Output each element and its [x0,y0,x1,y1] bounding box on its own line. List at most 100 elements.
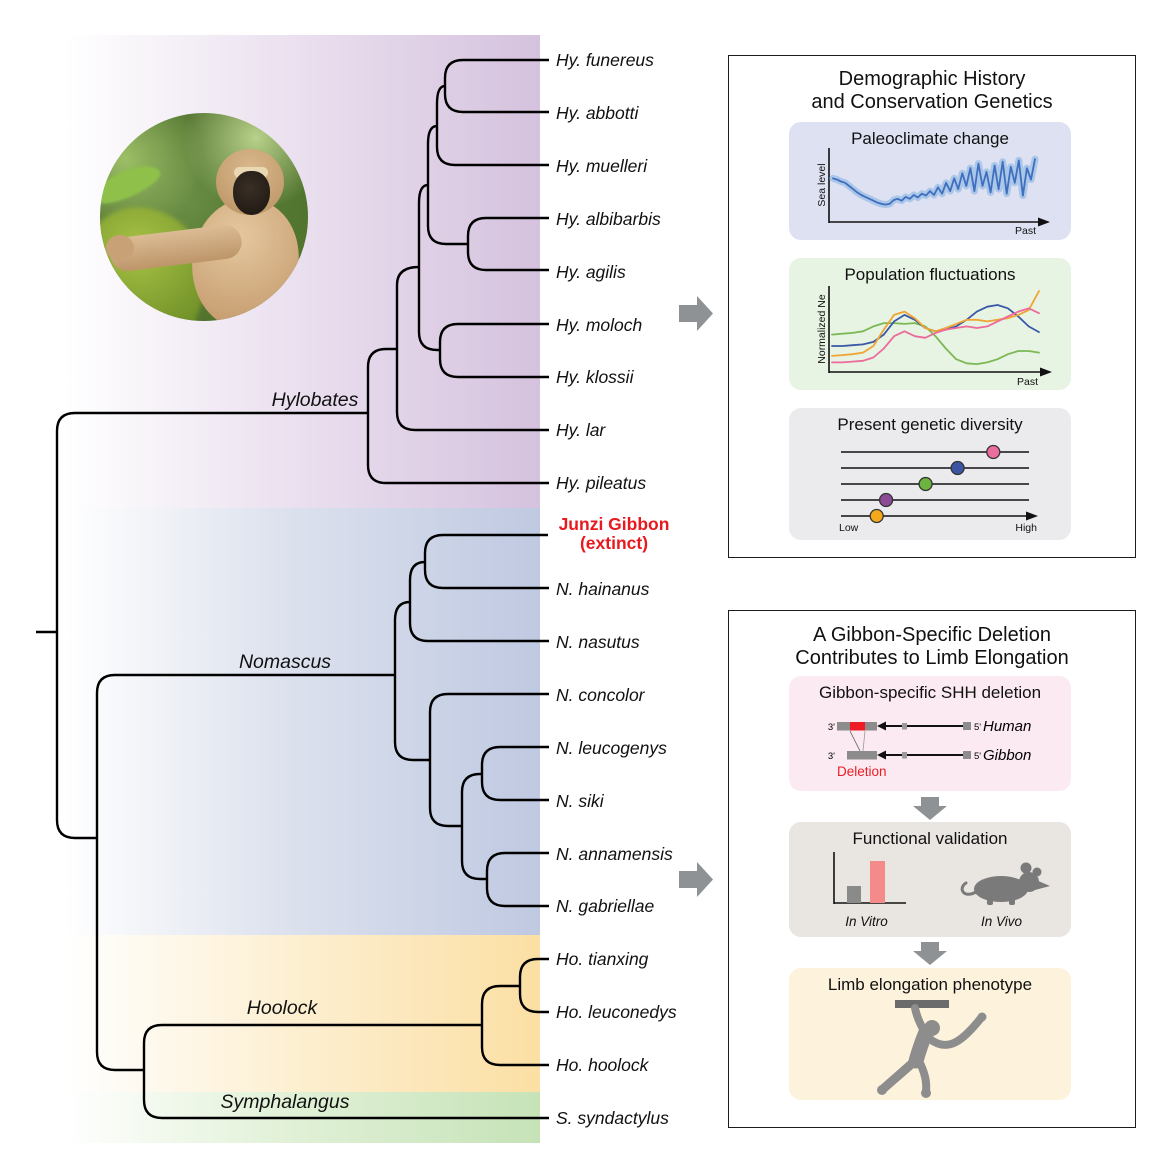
control-bar [847,886,861,903]
arrow-to-demographic-panel [679,296,713,331]
gibbon-photo [100,113,308,321]
high-label: High [1015,522,1037,534]
hanging-bar [895,1000,949,1008]
invitro-label: In Vitro [845,914,888,929]
x-axis-label: Past [1015,225,1036,237]
species-tip-label: N. hainanus [556,579,650,599]
gibbon-silhouette [877,1004,987,1098]
functional-validation-panel: Functional validation In [789,822,1071,937]
genus-label-nomascus: Nomascus [238,651,332,673]
species-tip-label: Hy. agilis [556,261,626,282]
diversity-lines [841,451,1029,517]
x-axis-arrowhead [1038,217,1050,227]
human-5prime-box [963,722,971,730]
gibbon-gene-bar [847,751,877,760]
ne-series [831,290,1040,365]
species-tip-label: Junzi Gibbon (extinct) [550,515,678,553]
species-tip-label: N. nasutus [556,631,640,652]
diversity-chart: Low High [839,444,1038,534]
paleoclimate-panel: Paleoclimate change Sea level Past [789,122,1071,240]
paleoclimate-title: Paleoclimate change [851,129,1009,148]
diversity-dot-undefined [918,476,933,492]
gibbon-face [233,171,270,215]
species-tip-label: Hy. muelleri [556,155,648,176]
species-tip-label: Hy. funereus [556,50,654,70]
species-tip-label: N. concolor [556,684,645,705]
species-tip-label: Hy. pileatus [556,473,647,494]
gibbon-arrowhead [877,750,886,760]
diversity-dots [869,444,1001,524]
paleoclimate-chart: Sea level Past [816,148,1050,237]
diversity-axis-arrowhead [1026,511,1038,521]
limb-title: Limb elongation phenotype [827,975,1033,994]
human-3prime-label: 3' [828,722,835,733]
invivo-label: In Vivo [980,914,1023,929]
species-tip-label: S. syndactylus [556,1108,669,1128]
shh-title: Gibbon-specific SHH deletion [818,683,1042,702]
gibbon-3prime-label: 3' [828,751,835,762]
y-axis-label: Normalized Ne [816,294,828,364]
diversity-panel: Present genetic diversity Low High [789,408,1071,540]
species-tip-label: Hy. klossii [556,367,634,388]
mouse-silhouette [960,862,1050,905]
population-panel: Population fluctuations Normalized Ne Pa… [789,258,1071,390]
deletion-label: Deletion [837,764,887,779]
diversity-dot-undefined [986,444,1001,460]
species-tip-label: Ho. tianxing [556,949,649,970]
species-tip-label: Hy. lar [556,420,606,441]
population-title: Population fluctuations [844,265,1016,284]
genus-label-hylobates: Hylobates [271,389,359,411]
population-chart: Normalized Ne Past [816,286,1052,388]
deletion-connector-right [862,730,866,752]
gibbon-5prime-box [963,751,971,759]
gibbon-5prime-label: 5' [974,751,981,762]
invitro-barchart [833,852,906,904]
human-deleted-region [850,722,865,731]
deletion-connector-left [849,730,861,752]
diversity-title: Present genetic diversity [837,415,1023,434]
diversity-dot-undefined [869,508,884,524]
human-species-label: Human [983,718,1031,735]
demographic-title-line1: Demographic History [838,68,1026,90]
human-element-tick [902,723,907,730]
nomascus-band [65,508,540,935]
species-tip-label: Hy. abbotti [556,102,639,123]
species-tip-sublabel: (extinct) [579,533,649,554]
low-label: Low [839,522,859,534]
deletion-box: A Gibbon-Specific Deletion Contributes t… [728,610,1136,1128]
deletion-title-line1: A Gibbon-Specific Deletion [813,624,1051,646]
species-tip-label: N. gabriellae [556,896,655,917]
gibbon-species-label: Gibbon [983,747,1031,764]
y-axis-label: Sea level [816,163,828,206]
diversity-dot-undefined [878,492,894,508]
x-axis-arrowhead [1040,367,1052,377]
human-5prime-label: 5' [974,722,981,733]
deletion-title-line2: Contributes to Limb Elongation [795,647,1069,669]
species-tip-label: Hy. albibarbis [556,208,661,229]
gibbon-element-tick [902,752,907,759]
limb-phenotype-panel: Limb elongation phenotype [789,968,1071,1100]
shh-deletion-panel: Gibbon-specific SHH deletion 3' 5' Human… [789,676,1071,791]
genus-label-symphalangus: Symphalangus [220,1091,350,1113]
mouse-icon [960,862,1050,905]
shh-diagram: 3' 5' Human 3' 5' Gibbon [828,718,1031,779]
demographic-history-box: Demographic History and Conservation Gen… [728,55,1136,558]
genus-label-hoolock: Hoolock [246,997,318,1019]
x-axis-label: Past [1017,376,1038,388]
species-tip-label: Hy. moloch [556,314,643,335]
human-arrowhead [877,721,886,731]
sea-level-series [829,155,1039,209]
gibbon-hand [106,235,134,261]
diversity-dot-undefined [950,460,965,476]
species-tip-label: Ho. leuconedys [556,1002,677,1023]
species-tip-label: N. siki [556,790,604,811]
functional-title: Functional validation [852,829,1008,848]
species-tip-label: Ho. hoolock [556,1055,649,1076]
species-tip-label: N. leucogenys [556,737,667,758]
deletion-effect-bar [870,861,885,903]
demographic-title-line2: and Conservation Genetics [811,91,1053,113]
brachiating-gibbon [877,1000,987,1098]
arrow-to-deletion-panel [679,862,713,897]
species-tip-label: N. annamensis [556,843,673,864]
